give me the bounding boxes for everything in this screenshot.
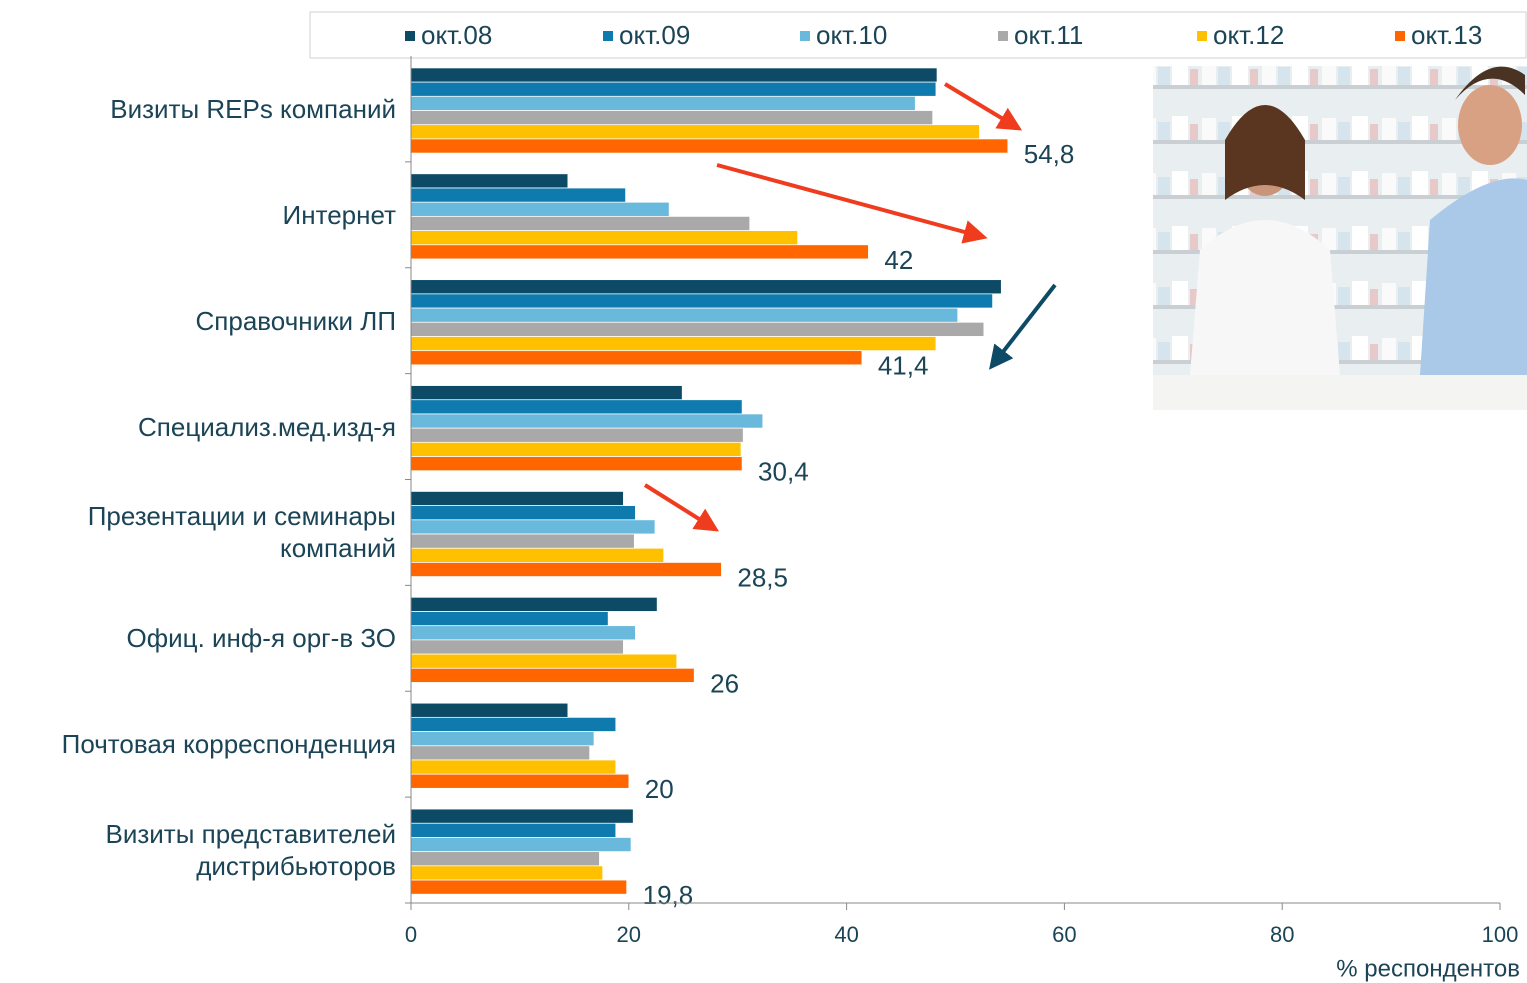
legend-label: окт.11: [1014, 20, 1083, 50]
value-label: 19,8: [643, 880, 694, 910]
bar: [410, 837, 632, 852]
bar: [410, 547, 664, 563]
bar: [410, 505, 636, 521]
legend-label: окт.08: [421, 20, 492, 50]
bar: [410, 851, 600, 867]
legend-swatch: [1197, 31, 1207, 41]
bar: [410, 823, 617, 838]
legend-swatch: [603, 31, 613, 41]
bar: [410, 96, 916, 111]
photo: [1153, 66, 1527, 410]
bar: [410, 456, 743, 471]
y-tick-label: Справочники ЛП: [195, 305, 396, 336]
x-tick-label: 20: [617, 922, 641, 947]
y-tick-label: Визиты представителей дистрибьюторов: [105, 819, 396, 882]
bar: [410, 491, 624, 506]
x-tick-label: 40: [834, 922, 858, 947]
x-axis-label: % респондентов: [1336, 955, 1520, 982]
bar: [410, 562, 722, 577]
bar: [410, 865, 603, 881]
bar: [410, 533, 635, 549]
value-label: 41,4: [878, 351, 929, 381]
x-tick-label: 100: [1482, 922, 1519, 947]
bar: [410, 611, 609, 626]
bar: [410, 350, 863, 366]
bar: [410, 759, 617, 775]
bar: [410, 187, 626, 203]
bar: [410, 427, 744, 443]
bar: [410, 67, 938, 83]
bar: [410, 668, 695, 683]
value-label: 20: [645, 774, 674, 804]
legend-swatch: [1395, 31, 1405, 41]
value-label: 26: [710, 668, 739, 698]
bar: [410, 625, 636, 641]
bar: [410, 653, 678, 669]
bar: [410, 639, 624, 655]
bar: [410, 717, 617, 732]
bar: [410, 413, 764, 429]
bar: [410, 702, 569, 718]
x-tick-label: 80: [1270, 922, 1294, 947]
x-tick-label: 0: [405, 922, 417, 947]
legend-label: окт.13: [1411, 20, 1482, 50]
bar: [410, 731, 595, 746]
bar: [410, 124, 980, 140]
bar: [410, 399, 743, 415]
bar: [410, 745, 590, 761]
legend-swatch: [405, 31, 415, 41]
value-label: 30,4: [758, 457, 809, 487]
bar: [410, 307, 958, 323]
bar: [410, 879, 627, 895]
bar: [410, 336, 937, 351]
legend-label: окт.12: [1213, 20, 1284, 50]
legend-swatch: [998, 31, 1008, 41]
bar: [410, 244, 869, 260]
bar: [410, 808, 634, 824]
legend-box: [309, 11, 1527, 59]
value-label: 54,8: [1024, 139, 1075, 169]
bar: [410, 773, 630, 789]
bar: [410, 230, 798, 245]
y-tick-label: Визиты REPs компаний: [110, 93, 396, 124]
y-tick-label: Специализ.мед.изд-я: [138, 411, 396, 442]
bar: [410, 216, 750, 231]
bar: [410, 173, 569, 189]
bar: [410, 138, 1009, 154]
bar: [410, 201, 670, 217]
bar: [410, 81, 937, 97]
y-tick-label: Интернет: [282, 199, 396, 230]
x-tick-label: 60: [1052, 922, 1076, 947]
trend-arrows: [643, 82, 1057, 532]
bar: [410, 322, 985, 337]
bar: [410, 597, 658, 612]
value-label: 42: [884, 245, 913, 275]
legend-swatch: [800, 31, 810, 41]
bar: [410, 442, 742, 457]
y-tick-label: Презентации и семинары компаний: [87, 501, 396, 564]
bar: [410, 385, 683, 400]
bar: [410, 293, 993, 309]
legend-label: окт.09: [619, 20, 690, 50]
legend-label: окт.10: [816, 20, 887, 50]
value-label: 28,5: [737, 562, 788, 592]
bar: [410, 519, 656, 535]
y-tick-label: Офиц. инф-я орг-в ЗО: [126, 623, 396, 654]
y-tick-label: Почтовая корреспонденция: [61, 729, 396, 760]
bar: [410, 110, 933, 125]
bar: [410, 279, 1002, 295]
